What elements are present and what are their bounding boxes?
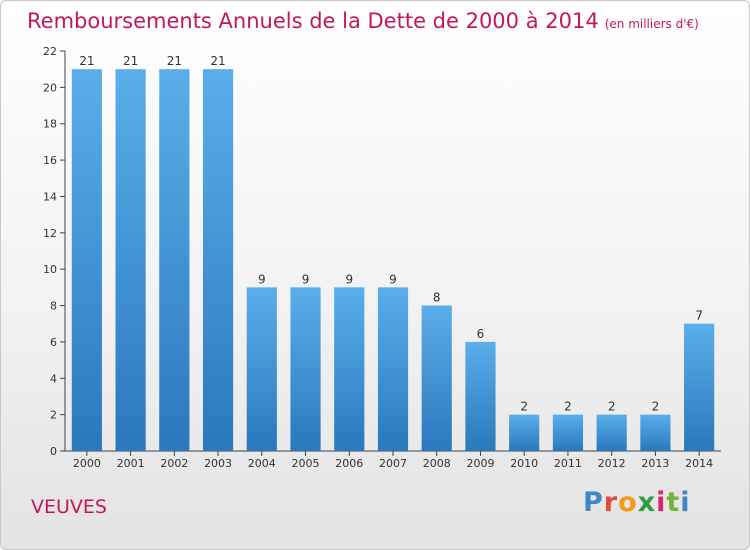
bar: [115, 69, 146, 451]
x-tick-label: 2004: [248, 457, 276, 470]
chart-title: Remboursements Annuels de la Dette de 20…: [27, 9, 699, 33]
y-tick-label: 8: [50, 300, 57, 313]
bar-value-label: 2: [608, 400, 616, 414]
bar-value-label: 21: [167, 54, 182, 68]
x-tick-label: 2008: [423, 457, 451, 470]
x-tick-label: 2005: [292, 457, 320, 470]
y-tick-label: 18: [43, 118, 57, 131]
x-tick-label: 2010: [510, 457, 538, 470]
bar: [596, 414, 627, 451]
bar-value-label: 21: [210, 54, 225, 68]
x-tick-label: 2002: [160, 457, 188, 470]
bar: [159, 69, 190, 451]
bar-value-label: 6: [477, 327, 485, 341]
logo-letter: i: [680, 487, 691, 518]
bar: [71, 69, 102, 451]
bar-value-label: 9: [389, 272, 397, 286]
y-tick-label: 16: [43, 154, 57, 167]
y-tick-label: 2: [50, 409, 57, 422]
bar: [509, 414, 540, 451]
bar-value-label: 2: [564, 400, 572, 414]
bar-value-label: 9: [345, 272, 353, 286]
bar-value-label: 21: [123, 54, 138, 68]
x-tick-label: 2009: [466, 457, 494, 470]
bar: [334, 287, 365, 451]
bar-value-label: 8: [433, 291, 441, 305]
logo-letter: o: [618, 487, 638, 518]
bar: [465, 341, 496, 451]
bar-value-label: 2: [652, 400, 660, 414]
logo-letter: r: [603, 487, 619, 518]
proxiti-logo: Proxiti: [583, 487, 691, 518]
chart-subtitle: (en milliers d'€): [604, 17, 699, 31]
bar: [377, 287, 409, 451]
y-tick-label: 22: [43, 45, 57, 58]
bar: [640, 414, 671, 451]
bar: [246, 287, 277, 451]
y-tick-label: 0: [50, 445, 57, 458]
x-tick-label: 2007: [379, 457, 407, 470]
bar: [684, 323, 715, 451]
x-tick-label: 2003: [204, 457, 232, 470]
bar: [290, 287, 321, 451]
y-tick-label: 20: [43, 81, 57, 94]
logo-letter: x: [637, 487, 657, 518]
bar-value-label: 2: [520, 400, 528, 414]
y-tick-label: 14: [43, 190, 57, 203]
y-tick-label: 4: [50, 372, 57, 385]
y-tick-label: 12: [43, 227, 57, 240]
chart-title-text: Remboursements Annuels de la Dette de 20…: [27, 9, 599, 33]
place-name: VEUVES: [31, 496, 107, 518]
logo-letter: i: [656, 487, 667, 518]
logo-letter: t: [666, 487, 681, 518]
bar-value-label: 9: [302, 272, 310, 286]
y-tick-label: 6: [50, 336, 57, 349]
bar: [421, 305, 452, 451]
bar-value-label: 7: [695, 309, 703, 323]
logo-letter: P: [583, 487, 604, 518]
bar-value-label: 9: [258, 272, 266, 286]
bar-value-label: 21: [79, 54, 94, 68]
y-tick-label: 10: [43, 263, 57, 276]
x-tick-label: 2014: [685, 457, 713, 470]
x-tick-label: 2001: [117, 457, 145, 470]
bar: [552, 414, 584, 451]
bar: [202, 69, 234, 451]
x-tick-label: 2012: [598, 457, 626, 470]
x-tick-label: 2013: [641, 457, 669, 470]
x-tick-label: 2000: [73, 457, 101, 470]
x-tick-label: 2006: [335, 457, 363, 470]
x-tick-label: 2011: [554, 457, 582, 470]
